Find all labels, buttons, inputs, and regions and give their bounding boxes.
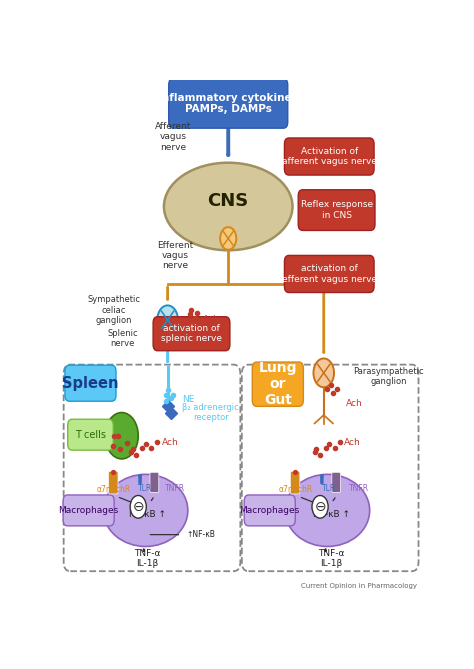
Text: Reflex response
in CNS: Reflex response in CNS xyxy=(301,201,373,220)
Text: NF-κB ↑: NF-κB ↑ xyxy=(312,510,350,518)
FancyBboxPatch shape xyxy=(284,256,374,292)
Text: TNF-α
IL-1β: TNF-α IL-1β xyxy=(318,549,344,568)
Ellipse shape xyxy=(285,474,370,547)
FancyBboxPatch shape xyxy=(63,495,114,526)
Text: ↑NF-κB: ↑NF-κB xyxy=(186,530,215,539)
Text: Afferent
vagus
nerve: Afferent vagus nerve xyxy=(155,122,191,152)
Ellipse shape xyxy=(103,474,188,547)
Circle shape xyxy=(312,496,328,518)
Text: Lung
or
Gut: Lung or Gut xyxy=(259,361,297,407)
Text: Inflammatory cytokines
PAMPs, DAMPs: Inflammatory cytokines PAMPs, DAMPs xyxy=(158,93,298,114)
FancyBboxPatch shape xyxy=(68,419,113,450)
Circle shape xyxy=(313,359,334,387)
Text: TLR: TLR xyxy=(138,484,153,493)
FancyBboxPatch shape xyxy=(290,471,300,494)
Text: β₂ adrenergic
receptor: β₂ adrenergic receptor xyxy=(182,403,239,422)
Text: Parasympathetic
ganglion: Parasympathetic ganglion xyxy=(353,367,424,386)
Circle shape xyxy=(105,413,138,459)
Text: Sympathetic
celiac
ganglion: Sympathetic celiac ganglion xyxy=(87,295,140,325)
Text: α7nAchR: α7nAchR xyxy=(97,485,131,494)
Text: TLR: TLR xyxy=(322,484,337,493)
Text: activation of
efferent vagus nerve: activation of efferent vagus nerve xyxy=(282,264,377,284)
Circle shape xyxy=(157,305,178,334)
Text: Current Opinion in Pharmacology: Current Opinion in Pharmacology xyxy=(301,583,418,589)
Text: NF-κB ↑: NF-κB ↑ xyxy=(129,510,166,518)
FancyBboxPatch shape xyxy=(284,138,374,175)
Circle shape xyxy=(130,496,146,518)
Text: NE: NE xyxy=(182,395,195,404)
Circle shape xyxy=(220,227,237,250)
Text: Ach: Ach xyxy=(202,315,219,324)
Text: TNFR: TNFR xyxy=(348,484,369,493)
FancyBboxPatch shape xyxy=(109,471,118,494)
Text: activation of
splenic nerve: activation of splenic nerve xyxy=(161,324,222,343)
Text: Splenic
nerve: Splenic nerve xyxy=(108,328,138,348)
FancyBboxPatch shape xyxy=(332,472,341,492)
Text: Ach: Ach xyxy=(344,438,361,448)
FancyBboxPatch shape xyxy=(150,472,159,492)
FancyBboxPatch shape xyxy=(169,79,288,128)
Text: Ach: Ach xyxy=(162,438,179,448)
Text: Efferent
vagus
nerve: Efferent vagus nerve xyxy=(157,241,193,270)
Text: ⊖: ⊖ xyxy=(132,500,144,514)
Ellipse shape xyxy=(164,163,292,250)
FancyBboxPatch shape xyxy=(244,495,295,526)
FancyBboxPatch shape xyxy=(153,316,230,351)
Text: Spleen: Spleen xyxy=(62,376,118,391)
FancyBboxPatch shape xyxy=(252,362,303,406)
Text: CNS: CNS xyxy=(208,192,249,210)
Text: Macrophages: Macrophages xyxy=(58,506,119,515)
Text: Ach: Ach xyxy=(346,399,363,408)
FancyBboxPatch shape xyxy=(298,190,375,230)
Text: TNF-α
IL-1β: TNF-α IL-1β xyxy=(134,549,161,568)
Text: Activation of
afferent vagus nerve: Activation of afferent vagus nerve xyxy=(282,147,377,166)
Text: α7nAchR: α7nAchR xyxy=(279,485,313,494)
Text: T cells: T cells xyxy=(75,429,106,440)
Text: TNFR: TNFR xyxy=(165,484,185,493)
FancyBboxPatch shape xyxy=(65,365,116,401)
Text: Macrophages: Macrophages xyxy=(240,506,300,515)
Text: ⊖: ⊖ xyxy=(314,500,326,514)
